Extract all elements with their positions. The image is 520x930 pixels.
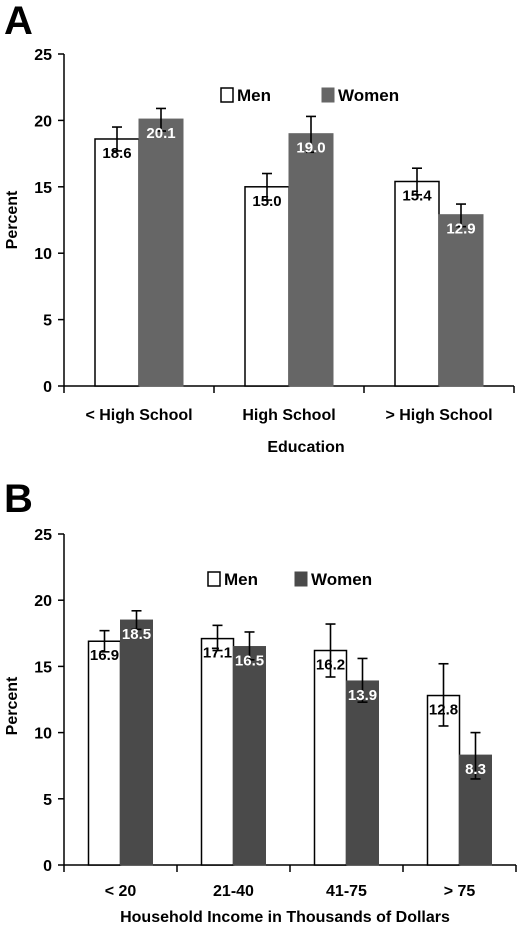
data-label: 18.6 <box>102 145 131 162</box>
data-label: 16.9 <box>90 647 119 664</box>
data-label: 20.1 <box>146 125 175 142</box>
bar-men <box>94 138 140 387</box>
bar-men <box>313 649 348 866</box>
panel-a-legend: Men Women <box>220 86 399 105</box>
legend-men-label: Men <box>224 570 258 589</box>
y-tick-label: 10 <box>34 246 52 263</box>
bar-women <box>438 214 484 387</box>
x-category-label: < High School <box>85 407 192 424</box>
panel-b-plot: 0 5 10 15 20 25 < 20 16.918.5 21-40 17.1 16.5 41-75… <box>34 527 517 900</box>
data-label: 16.2 <box>316 657 345 674</box>
data-label: 19.0 <box>296 140 325 157</box>
x-category-label: High School <box>242 407 335 424</box>
bar-men <box>394 180 440 387</box>
panel-a-y-axis-title: Percent <box>4 190 21 249</box>
x-category-label: < 20 <box>105 883 137 900</box>
y-tick-label: 25 <box>34 527 52 544</box>
x-category-label: > 75 <box>444 883 476 900</box>
y-tick-label: 0 <box>43 858 52 875</box>
y-tick-label: 0 <box>43 379 52 396</box>
legend-men-swatch <box>207 571 221 587</box>
bar-women <box>233 646 266 866</box>
bar-women <box>138 118 184 387</box>
y-tick-label: 20 <box>34 113 52 130</box>
data-label: 13.9 <box>348 687 377 704</box>
data-label: 15.0 <box>252 193 281 210</box>
y-tick-label: 20 <box>34 593 52 610</box>
data-label: 12.9 <box>446 221 475 238</box>
legend-men-label: Men <box>237 86 271 105</box>
panel-a-letter: A <box>4 0 33 43</box>
data-label: 16.5 <box>235 653 264 670</box>
legend-men-swatch <box>220 87 234 103</box>
panel-b-letter: B <box>4 477 33 521</box>
y-tick-label: 5 <box>43 313 52 330</box>
legend-women-swatch <box>294 571 308 587</box>
y-tick-label: 15 <box>34 180 52 197</box>
data-label: 12.8 <box>429 702 458 719</box>
legend-women-swatch <box>321 87 335 103</box>
y-tick-label: 25 <box>34 47 52 64</box>
bar-men <box>87 640 122 866</box>
panel-a: A 0 5 10 15 20 25 < High School 18.6 20.1 High Sc… <box>4 0 515 456</box>
bar-men <box>200 637 235 866</box>
data-label: 8.3 <box>465 761 486 778</box>
x-category-label: 41-75 <box>326 883 367 900</box>
data-label: 17.1 <box>203 645 232 662</box>
y-tick-label: 5 <box>43 792 52 809</box>
legend-women-label: Women <box>311 570 372 589</box>
panel-a-x-axis-title: Education <box>267 439 344 456</box>
data-label: 15.4 <box>402 187 432 204</box>
x-category-label: > High School <box>385 407 492 424</box>
panel-b-legend: Men Women <box>207 570 372 589</box>
y-tick-label: 10 <box>34 726 52 743</box>
panel-a-plot: 0 5 10 15 20 25 < High School 18.6 20.1 High Scho… <box>34 47 515 424</box>
bar-women <box>120 619 153 866</box>
data-label: 18.5 <box>122 626 151 643</box>
panel-b-x-axis-title: Household Income in Thousands of Dollars <box>120 909 450 926</box>
panel-b: B 0 5 10 15 20 25 < 20 16.918.5 21-40 17.1 16.5 41-… <box>4 477 517 926</box>
panel-b-y-axis-title: Percent <box>4 676 21 735</box>
legend-women-label: Women <box>338 86 399 105</box>
bar-women <box>288 133 334 387</box>
y-tick-label: 15 <box>34 659 52 676</box>
x-category-label: 21-40 <box>213 883 254 900</box>
bar-women <box>346 680 379 866</box>
bar-men <box>244 186 290 387</box>
